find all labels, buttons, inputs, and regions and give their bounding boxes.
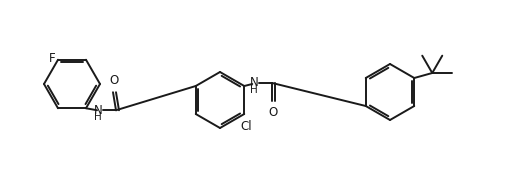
Text: N: N	[94, 104, 102, 117]
Text: N: N	[250, 76, 259, 89]
Text: F: F	[48, 52, 55, 65]
Text: O: O	[109, 74, 119, 87]
Text: H: H	[250, 85, 258, 95]
Text: Cl: Cl	[241, 120, 252, 133]
Text: H: H	[94, 112, 102, 122]
Text: O: O	[269, 106, 278, 119]
